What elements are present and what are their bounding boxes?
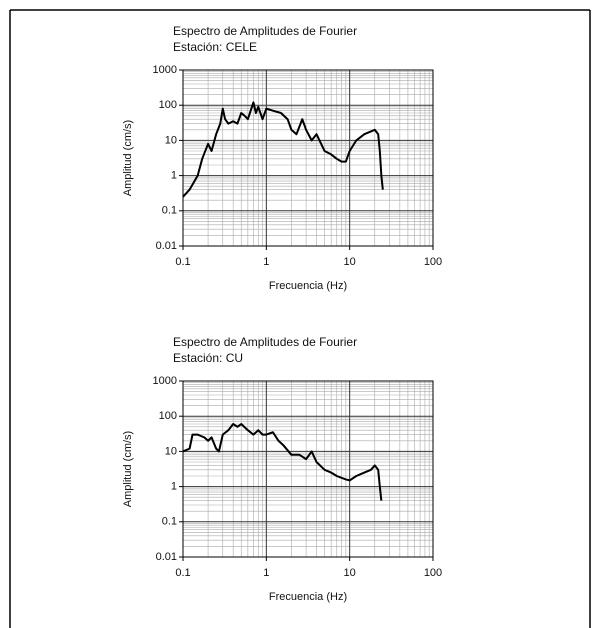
y-tick-label: 0.1 [162,205,177,217]
x-tick-label: 100 [424,567,442,579]
y-tick-label: 100 [159,410,177,422]
x-tick-label: 10 [344,256,356,268]
plot-frame [182,380,434,558]
y-tick-label: 0.01 [156,551,177,563]
y-axis-label: Amplitud (cm/s) [122,431,134,507]
y-tick-label: 10 [165,134,177,146]
x-axis-label: Frecuencia (Hz) [269,591,347,603]
chart-title: Espectro de Amplitudes de Fourier [173,24,357,38]
y-tick-label: 100 [159,99,177,111]
y-tick-label: 0.1 [162,516,177,528]
y-tick-label: 1 [171,481,177,493]
data-line [182,423,383,501]
y-tick-label: 10 [165,445,177,457]
y-axis-label: Amplitud (cm/s) [122,120,134,196]
x-tick-label: 0.1 [175,256,190,268]
data-line [182,101,384,198]
y-tick-label: 1000 [153,375,177,387]
x-tick-label: 1 [263,256,269,268]
y-tick-label: 1000 [153,64,177,76]
x-tick-label: 0.1 [175,567,190,579]
chart-subtitle: Estación: CU [173,351,243,365]
plot-frame [182,69,434,247]
chart-subtitle: Estación: CELE [173,40,257,54]
x-axis-label: Frecuencia (Hz) [269,280,347,292]
x-tick-label: 10 [344,567,356,579]
chart-title: Espectro de Amplitudes de Fourier [173,335,357,349]
y-tick-label: 1 [171,170,177,182]
x-tick-label: 100 [424,256,442,268]
x-tick-label: 1 [263,567,269,579]
y-tick-label: 0.01 [156,240,177,252]
